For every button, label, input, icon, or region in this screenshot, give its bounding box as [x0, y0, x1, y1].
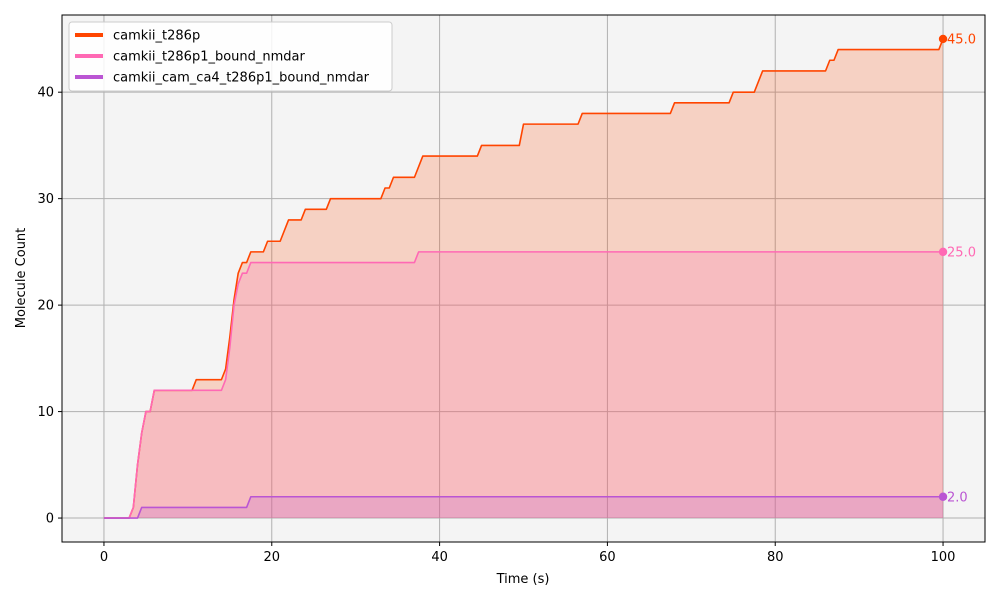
y-tick-label: 0	[46, 512, 54, 527]
area-fills	[103, 38, 944, 519]
y-axis-ticks: 0 10 20 30 40	[37, 86, 62, 527]
end-label-camkii_cam_ca4_t286p1_bound_nmdar: 2.0	[947, 490, 968, 505]
end-point-camkii_t286p	[938, 34, 948, 44]
end-point-camkii_cam_ca4_t286p1_bound_nmdar	[938, 492, 948, 501]
line-camkii_cam_ca4_t286p1_bound_nmdar	[103, 495, 944, 519]
grid-lines	[62, 15, 985, 542]
x-tick-label: 60	[599, 550, 616, 565]
plot-area	[62, 15, 985, 542]
x-tick-label: 0	[100, 550, 108, 565]
legend-entry-label: camkii_t286p	[113, 29, 200, 44]
line-camkii_t286p	[103, 38, 944, 519]
x-tick-label: 40	[431, 550, 448, 565]
series-lines	[103, 38, 944, 519]
y-tick-label: 40	[37, 86, 54, 101]
legend-box	[68, 21, 393, 92]
y-tick-label: 20	[37, 299, 54, 314]
y-tick-label: 10	[37, 405, 54, 420]
area-camkii_cam_ca4_t286p1_bound_nmdar	[103, 496, 944, 519]
end-point-camkii_t286p1_bound_nmdar	[938, 247, 948, 257]
x-axis-ticks: 0 20 40 60 80 100	[100, 542, 956, 565]
area-camkii_t286p1_bound_nmdar	[103, 251, 944, 519]
legend-entry-label: camkii_cam_ca4_t286p1_bound_nmdar	[113, 71, 370, 86]
x-tick-label: 20	[263, 550, 280, 565]
end-markers: 45.0 25.0 2.0	[938, 32, 976, 505]
area-camkii_t286p	[103, 38, 944, 519]
y-tick-label: 30	[37, 192, 54, 207]
end-label-camkii_t286p1_bound_nmdar: 25.0	[947, 245, 976, 260]
x-tick-label: 100	[931, 550, 956, 565]
legend: camkii_t286p camkii_t286p1_bound_nmdarcam…	[68, 21, 393, 92]
y-axis-label: Molecule Count	[14, 228, 29, 329]
x-tick-label: 80	[767, 550, 784, 565]
legend-entry-label: camkii_t286p1_bound_nmdar	[113, 50, 306, 65]
plot-frame	[61, 14, 986, 543]
x-axis-label: Time (s)	[496, 572, 550, 587]
end-label-camkii_t286p: 45.0	[947, 32, 976, 47]
line-camkii_t286p1_bound_nmdar	[103, 251, 944, 519]
